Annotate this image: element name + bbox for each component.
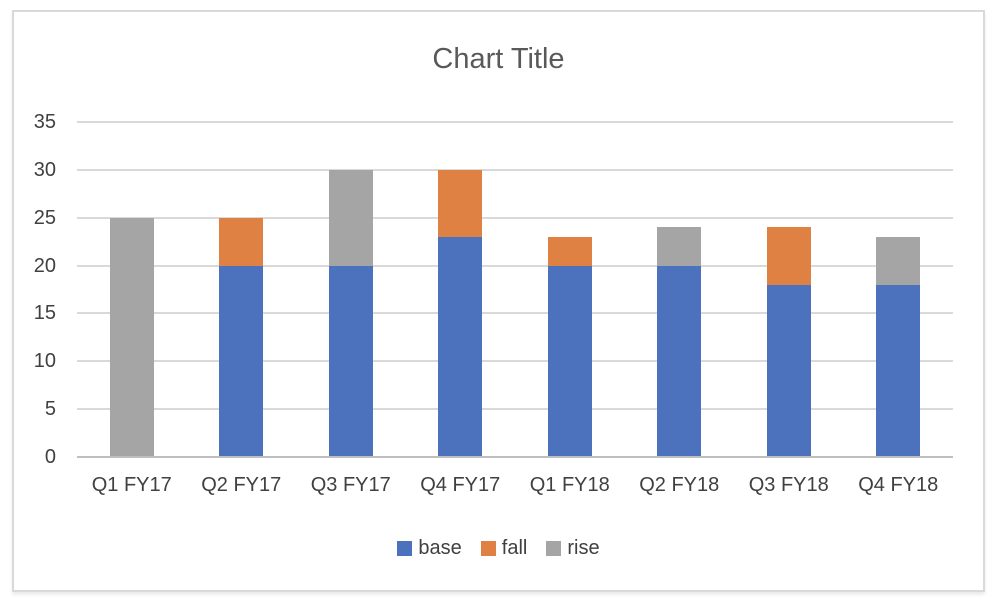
x-axis-line — [77, 456, 953, 458]
bar-segment-base — [876, 284, 921, 457]
bar-q2-fy18 — [657, 122, 702, 457]
x-axis-label-q1-fy18: Q1 FY18 — [529, 474, 610, 496]
bar-group-q1-fy18 — [515, 122, 625, 457]
legend-item-rise: rise — [546, 537, 600, 560]
y-axis-tick-label: 20 — [33, 254, 56, 277]
bar-segment-rise — [328, 169, 373, 266]
legend-label-fall: fall — [501, 537, 528, 559]
bar-segment-base — [657, 265, 702, 457]
legend-item-fall: fall — [480, 537, 528, 560]
legend-label-base: base — [418, 537, 462, 559]
x-axis-label-q3-fy18: Q3 FY18 — [748, 474, 829, 496]
x-axis-label-q4-fy17: Q4 FY17 — [420, 474, 501, 496]
bar-group-q3-fy17 — [296, 122, 406, 457]
bar-q4-fy18 — [876, 122, 921, 457]
gridline — [77, 264, 953, 267]
legend: base fall rise — [12, 537, 985, 560]
chart-frame — [12, 10, 985, 592]
bar-group-q4-fy17 — [406, 122, 516, 457]
x-axis-label-q2-fy17: Q2 FY17 — [201, 474, 282, 496]
bar-segment-base — [438, 236, 483, 457]
bar-segment-fall — [219, 217, 264, 266]
bar-segment-base — [219, 265, 264, 457]
gridline — [77, 121, 953, 123]
bar-segment-fall — [766, 227, 811, 285]
bar-segment-base — [547, 265, 592, 457]
legend-swatch-fall — [480, 541, 496, 556]
x-axis-label-q4-fy18: Q4 FY18 — [858, 474, 939, 496]
bar-group-q1-fy17 — [77, 122, 187, 457]
bar-series-area — [77, 122, 953, 457]
y-axis-tick-label: 35 — [33, 111, 56, 133]
gridline — [77, 408, 953, 411]
bar-group-q4-fy18 — [844, 122, 954, 457]
legend-item-base: base — [397, 537, 462, 560]
bar-segment-base — [328, 265, 373, 457]
legend-swatch-base — [397, 541, 413, 556]
x-axis-label-q3-fy17: Q3 FY17 — [310, 474, 391, 496]
gridline — [77, 168, 953, 171]
legend-label-rise: rise — [567, 537, 600, 559]
bar-q3-fy18 — [766, 122, 811, 457]
x-axis-label-q2-fy18: Q2 FY18 — [639, 474, 720, 496]
bar-q2-fy17 — [219, 122, 264, 457]
bar-segment-rise — [657, 227, 702, 266]
y-axis-tick-label: 10 — [33, 350, 56, 373]
gridline — [77, 312, 953, 315]
legend-swatch-rise — [546, 541, 562, 556]
x-axis-label-q1-fy17: Q1 FY17 — [91, 474, 172, 496]
x-axis-labels: Q1 FY17 Q2 FY17 Q3 FY17 Q4 FY17 Q1 FY18 Q2 FY… — [77, 474, 953, 497]
bar-q1-fy17 — [109, 122, 154, 457]
bar-segment-rise — [876, 236, 921, 285]
y-axis-tick-label: 5 — [44, 398, 56, 421]
bar-q3-fy17 — [328, 122, 373, 457]
bar-segment-base — [766, 284, 811, 457]
gridline — [77, 360, 953, 363]
gridline — [77, 216, 953, 219]
bar-segment-fall — [438, 169, 483, 237]
plot-area — [77, 121, 953, 458]
y-axis-tick-label: 0 — [44, 446, 56, 468]
bar-segment-rise — [109, 217, 154, 457]
y-axis-labels: 0 5 10 15 20 25 30 35 — [14, 112, 56, 467]
bar-q1-fy18 — [547, 122, 592, 457]
bar-group-q2-fy17 — [187, 122, 297, 457]
y-axis-tick-label: 25 — [33, 206, 56, 229]
chart-title: Chart Title — [432, 43, 565, 75]
y-axis-tick-label: 15 — [33, 302, 56, 325]
bar-segment-fall — [547, 236, 592, 266]
bar-group-q2-fy18 — [625, 122, 735, 457]
bar-q4-fy17 — [438, 122, 483, 457]
y-axis-tick-label: 30 — [33, 158, 56, 181]
bar-group-q3-fy18 — [734, 122, 844, 457]
